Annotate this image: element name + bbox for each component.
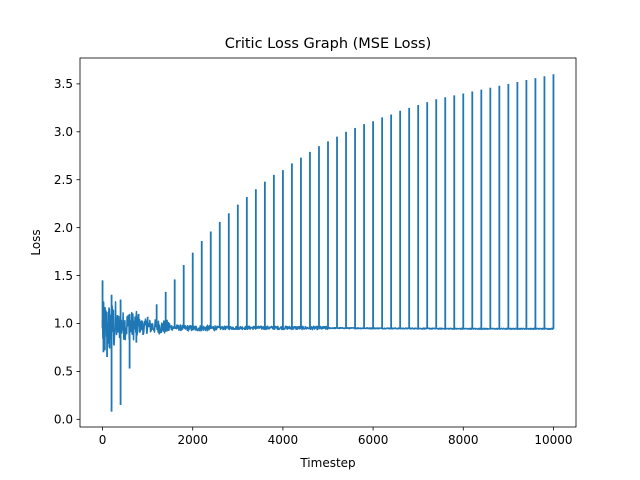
y-tick-label: 1.0 [54,317,73,331]
y-tick-label: 2.0 [54,221,73,235]
x-tick-label: 2000 [177,433,208,447]
y-axis: 0.0 0.5 1.0 1.5 2.0 2.5 3.0 3.5 [54,77,80,427]
y-tick-label: 0.0 [54,413,73,427]
x-tick-label: 8000 [448,433,479,447]
x-axis: 0 2000 4000 6000 8000 10000 [99,427,573,447]
x-tick-label: 0 [99,433,107,447]
y-axis-title: Loss [29,229,43,255]
y-tick-label: 3.0 [54,125,73,139]
y-tick-label: 1.5 [54,269,73,283]
series-layer [101,74,555,412]
y-tick-label: 2.5 [54,173,73,187]
x-tick-label: 10000 [534,433,572,447]
chart-title: Critic Loss Graph (MSE Loss) [225,36,432,52]
x-tick-label: 4000 [268,433,299,447]
y-tick-label: 0.5 [54,365,73,379]
plot-area [101,74,555,412]
x-tick-label: 6000 [358,433,389,447]
x-axis-title: Timestep [299,456,355,470]
plot-frame [79,57,577,428]
y-tick-label: 3.5 [54,77,73,91]
